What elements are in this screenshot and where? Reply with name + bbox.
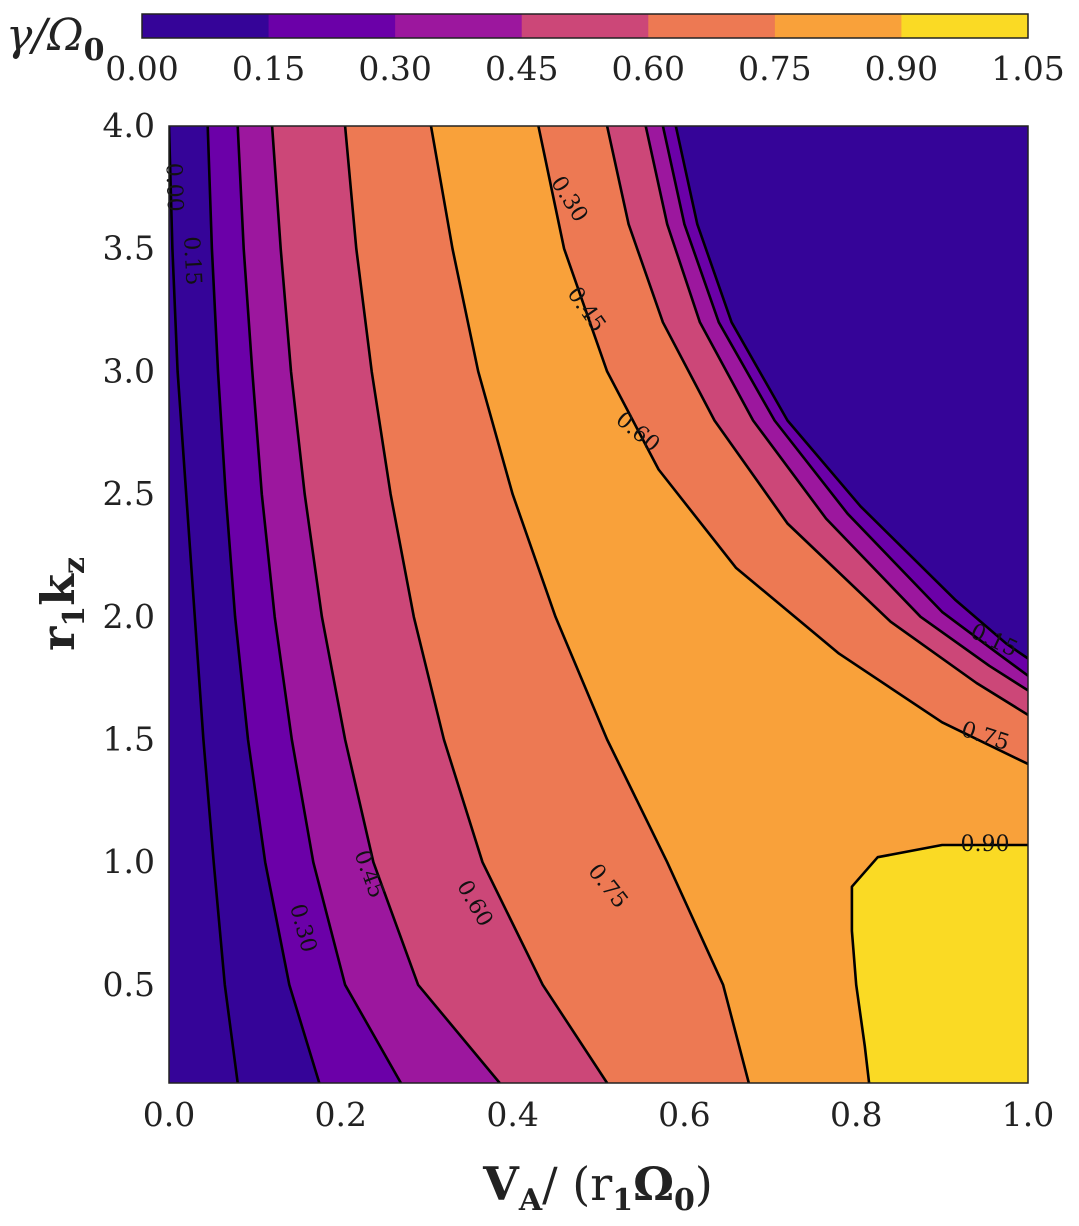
colorbar-tick-label: 0.15 — [232, 49, 305, 88]
plot-area: 0.000.150.300.450.60 0.750.300.450.600.75… — [160, 125, 1029, 1084]
colorbar-swatch — [142, 14, 270, 38]
colorbar-tick-label: 0.45 — [485, 49, 558, 88]
colorbar-tick-label: 0.90 — [865, 49, 938, 88]
colorbar: 0.00 0.15 0.30 0.45 0.60 0.75 0.90 1.05 γ/Ω0 — [6, 10, 1065, 88]
contour-line-0.45 — [644, 126, 1028, 692]
contour-line-0.15 — [674, 126, 1028, 660]
x-tick-label: 0.4 — [486, 1095, 538, 1134]
x-tick-label: 0.2 — [315, 1095, 367, 1134]
x-tick-label: 0.0 — [143, 1095, 195, 1134]
contour-line-0.00 — [169, 126, 239, 1083]
y-axis-label: r1kz — [31, 557, 92, 651]
colorbar-swatch — [901, 14, 1029, 38]
y-tick-label: 4.0 — [103, 106, 155, 145]
y-tick-label: 2.5 — [103, 474, 155, 513]
plot-frame — [168, 125, 1029, 1084]
region-level-0.75 — [431, 126, 1028, 1083]
x-tick-label: 0.8 — [830, 1095, 882, 1134]
colorbar-swatch — [774, 14, 902, 38]
region-level-0.90 — [851, 845, 1028, 1083]
colorbar-tick-label: 0.75 — [738, 49, 811, 88]
colorbar-ticks: 0.00 0.15 0.30 0.45 0.60 0.75 0.90 1.05 — [105, 49, 1064, 88]
colorbar-swatches — [142, 14, 1029, 38]
x-axis-label: VA/ (r1Ω0) — [482, 1157, 713, 1218]
contour-label: 0.90 — [961, 832, 1010, 857]
colorbar-tick-label: 0.60 — [612, 49, 685, 88]
y-tick-label: 3.5 — [103, 229, 155, 268]
contour-line-0.30 — [661, 126, 1028, 677]
colorbar-label-sub: 0 — [84, 33, 105, 68]
x-tick-label: 1.0 — [1002, 1095, 1054, 1134]
y-axis-ticks: 0.5 1.0 1.5 2.0 2.5 3.0 3.5 4.0 — [103, 106, 155, 1004]
contour-label: 0.15 — [178, 236, 206, 286]
contour-label: 0.00 — [160, 162, 187, 212]
y-tick-label: 1.5 — [103, 719, 155, 758]
colorbar-frame — [141, 13, 1029, 39]
colorbar-tick-label: 0.00 — [105, 49, 178, 88]
colorbar-swatch — [268, 14, 396, 38]
contour-line-0.45 — [270, 126, 501, 1083]
contour-line-0.15 — [206, 126, 321, 1083]
y-tick-label: 1.0 — [103, 842, 155, 881]
x-tick-label: 0.6 — [658, 1095, 710, 1134]
colorbar-tick-label: 0.30 — [358, 49, 431, 88]
colorbar-swatch — [648, 14, 776, 38]
y-tick-label: 2.0 — [103, 597, 155, 636]
x-axis-ticks: 0.0 0.2 0.4 0.6 0.8 1.0 — [143, 1095, 1054, 1134]
contour-fills — [169, 126, 1028, 1083]
colorbar-label: γ/Ω0 — [6, 10, 104, 68]
colorbar-label-main: γ/Ω — [6, 10, 84, 61]
contour-lines — [169, 126, 1028, 1083]
contour-line-0.75 — [429, 126, 751, 1083]
contour-line-0.75 — [537, 126, 1028, 766]
colorbar-swatch — [521, 14, 649, 38]
contour-line-0.60 — [605, 126, 1028, 717]
colorbar-swatch — [395, 14, 523, 38]
contour-line-0.60 — [343, 126, 609, 1083]
y-tick-label: 3.0 — [103, 351, 155, 390]
contour-line-0.30 — [236, 126, 403, 1083]
contour-line-0.90 — [850, 843, 1028, 1083]
colorbar-tick-label: 1.05 — [991, 49, 1064, 88]
y-tick-label: 0.5 — [103, 965, 155, 1004]
